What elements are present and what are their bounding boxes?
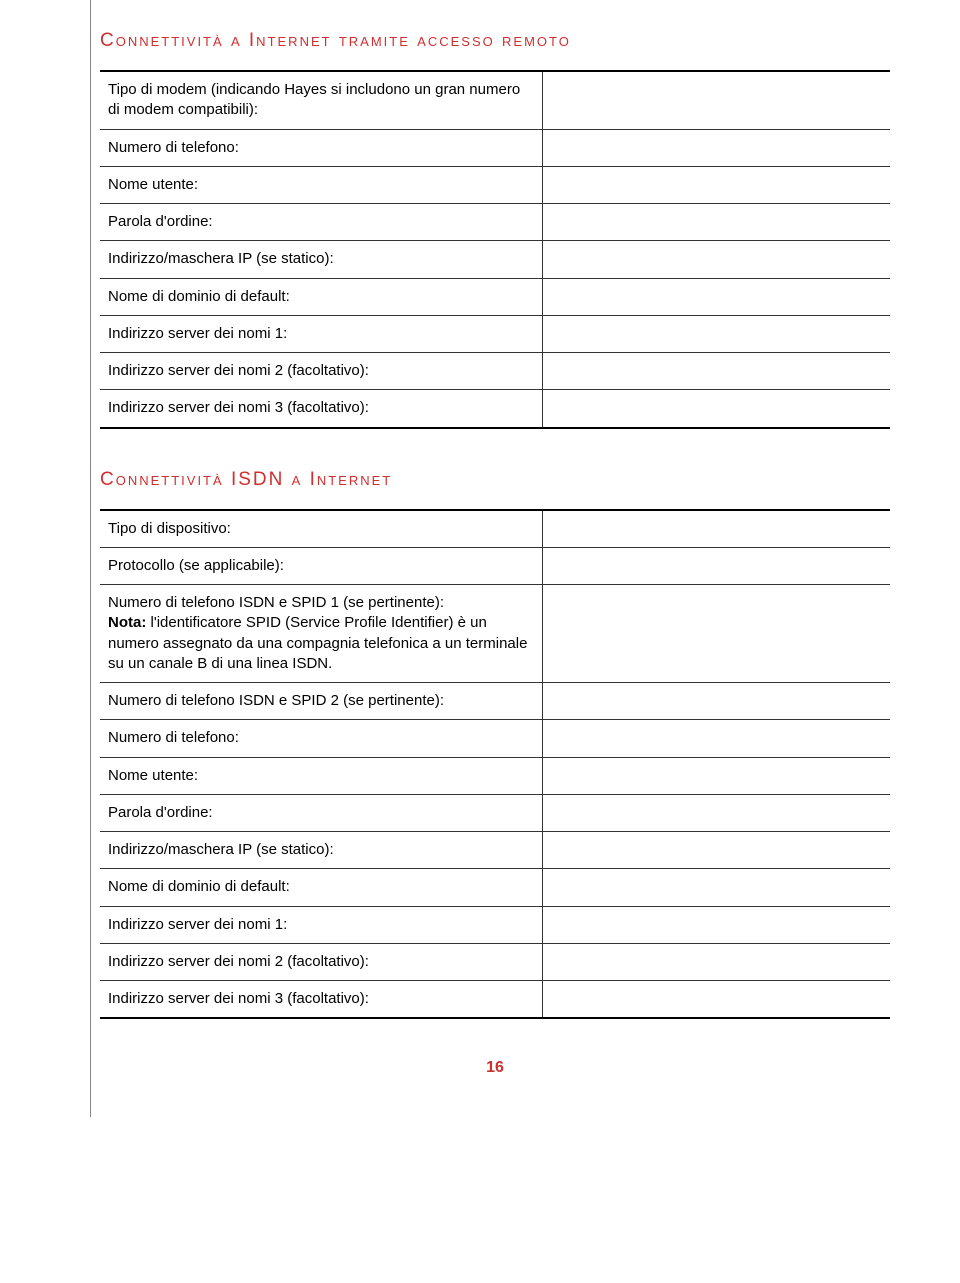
table-row: Nome di dominio di default: [100, 278, 890, 315]
field-value [542, 315, 890, 352]
field-label: Parola d'ordine: [100, 204, 542, 241]
field-label: Tipo di modem (indicando Hayes si includ… [100, 71, 542, 129]
page: Connettività a Internet tramite accesso … [0, 0, 960, 1117]
table-row: Parola d'ordine: [100, 204, 890, 241]
field-value [542, 720, 890, 757]
field-value [542, 241, 890, 278]
table-row: Nome utente: [100, 757, 890, 794]
field-label: Numero di telefono: [100, 720, 542, 757]
field-label: Nome utente: [100, 166, 542, 203]
field-value [542, 832, 890, 869]
field-label: Tipo di dispositivo: [100, 510, 542, 548]
table-row: Tipo di modem (indicando Hayes si includ… [100, 71, 890, 129]
table-row: Numero di telefono ISDN e SPID 2 (se per… [100, 683, 890, 720]
field-label: Nome utente: [100, 757, 542, 794]
table-row: Numero di telefono: [100, 720, 890, 757]
nota-block: Nota: l'identificatore SPID (Service Pro… [108, 613, 532, 674]
nota-label: Nota: [108, 614, 146, 631]
page-number: 16 [100, 1059, 890, 1077]
field-value [542, 981, 890, 1019]
field-value [542, 869, 890, 906]
field-value [542, 278, 890, 315]
field-label: Indirizzo/maschera IP (se statico): [100, 241, 542, 278]
field-value [542, 204, 890, 241]
field-value [542, 129, 890, 166]
field-value [542, 547, 890, 584]
table-row: Numero di telefono ISDN e SPID 1 (se per… [100, 585, 890, 683]
left-margin-rule [90, 0, 91, 1117]
field-value [542, 166, 890, 203]
field-label: Indirizzo server dei nomi 2 (facoltativo… [100, 943, 542, 980]
field-label: Numero di telefono ISDN e SPID 2 (se per… [100, 683, 542, 720]
field-label: Numero di telefono ISDN e SPID 1 (se per… [100, 585, 542, 683]
table-row: Indirizzo server dei nomi 1: [100, 315, 890, 352]
form-table-remote-access: Tipo di modem (indicando Hayes si includ… [100, 70, 890, 429]
section-heading-1: Connettività a Internet tramite accesso … [100, 30, 890, 52]
table-row: Indirizzo/maschera IP (se statico): [100, 832, 890, 869]
form-table-isdn: Tipo di dispositivo:Protocollo (se appli… [100, 509, 890, 1020]
field-label: Parola d'ordine: [100, 794, 542, 831]
field-label: Numero di telefono: [100, 129, 542, 166]
field-value [542, 757, 890, 794]
field-label: Indirizzo server dei nomi 1: [100, 906, 542, 943]
table-row: Indirizzo server dei nomi 2 (facoltativo… [100, 353, 890, 390]
field-value [542, 683, 890, 720]
field-label-text: Numero di telefono ISDN e SPID 1 (se per… [108, 593, 532, 613]
table-row: Nome utente: [100, 166, 890, 203]
table-row: Indirizzo server dei nomi 1: [100, 906, 890, 943]
field-value [542, 390, 890, 428]
field-value [542, 353, 890, 390]
table-row: Protocollo (se applicabile): [100, 547, 890, 584]
field-value [542, 943, 890, 980]
table-row: Numero di telefono: [100, 129, 890, 166]
table-row: Indirizzo/maschera IP (se statico): [100, 241, 890, 278]
field-label: Indirizzo server dei nomi 1: [100, 315, 542, 352]
field-label: Nome di dominio di default: [100, 278, 542, 315]
field-value [542, 585, 890, 683]
table-row: Nome di dominio di default: [100, 869, 890, 906]
table-row: Tipo di dispositivo: [100, 510, 890, 548]
field-label: Indirizzo/maschera IP (se statico): [100, 832, 542, 869]
table-row: Parola d'ordine: [100, 794, 890, 831]
field-value [542, 794, 890, 831]
field-label: Indirizzo server dei nomi 3 (facoltativo… [100, 390, 542, 428]
nota-text: l'identificatore SPID (Service Profile I… [108, 614, 527, 672]
field-label: Nome di dominio di default: [100, 869, 542, 906]
table-row: Indirizzo server dei nomi 3 (facoltativo… [100, 981, 890, 1019]
field-value [542, 510, 890, 548]
field-value [542, 71, 890, 129]
field-label: Protocollo (se applicabile): [100, 547, 542, 584]
field-value [542, 906, 890, 943]
field-label: Indirizzo server dei nomi 3 (facoltativo… [100, 981, 542, 1019]
field-label: Indirizzo server dei nomi 2 (facoltativo… [100, 353, 542, 390]
section-heading-2: Connettività ISDN a Internet [100, 469, 890, 491]
table-row: Indirizzo server dei nomi 2 (facoltativo… [100, 943, 890, 980]
table-row: Indirizzo server dei nomi 3 (facoltativo… [100, 390, 890, 428]
